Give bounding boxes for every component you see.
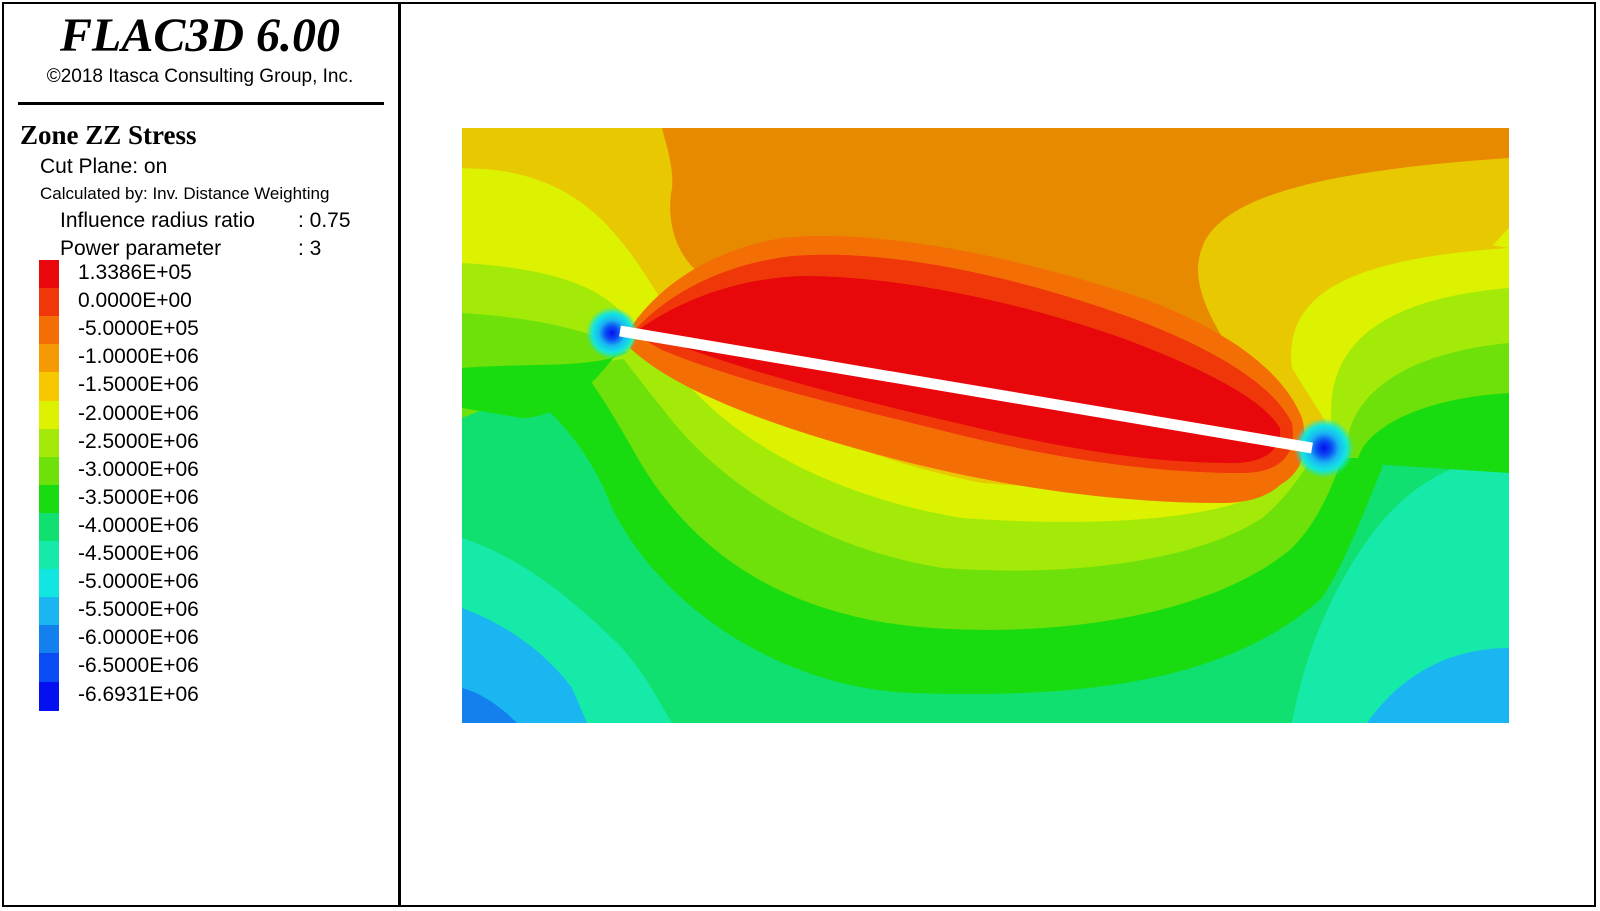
legend-level-label: -1.5000E+06 <box>78 373 199 397</box>
legend-swatch <box>39 344 59 374</box>
legend-swatch <box>39 372 59 402</box>
crack-tip-left <box>586 307 638 359</box>
title-rule <box>18 102 384 105</box>
legend-swatch <box>39 597 59 627</box>
legend-level-label: -5.5000E+06 <box>78 598 199 622</box>
legend-level-label: -3.0000E+06 <box>78 457 199 481</box>
power-parameter-value: : 3 <box>298 237 322 260</box>
legend-swatch <box>39 260 59 290</box>
legend-level-label: -6.6931E+06 <box>78 682 199 706</box>
legend-swatch <box>39 316 59 346</box>
legend-level-label: 1.3386E+05 <box>78 261 192 284</box>
crack-tip-right <box>1294 418 1354 478</box>
power-parameter-label: Power parameter <box>60 237 222 260</box>
legend-swatch <box>39 569 59 599</box>
influence-radius-label: Influence radius ratio <box>60 209 255 232</box>
legend-level-label: -6.5000E+06 <box>78 654 199 678</box>
legend-swatch <box>39 484 59 514</box>
plot-title: Zone ZZ Stress <box>20 120 197 150</box>
legend-level-label: -6.0000E+06 <box>78 626 199 650</box>
legend-level-label: 0.0000E+00 <box>78 289 192 313</box>
legend-swatch <box>39 653 59 683</box>
legend-swatch <box>39 541 59 571</box>
legend-level-label: -2.0000E+06 <box>78 401 199 425</box>
stress-contour-plot <box>462 128 1509 723</box>
contour-brightgreen-right <box>1357 393 1509 473</box>
legend-swatch <box>39 456 59 486</box>
legend-level-label: -2.5000E+06 <box>78 429 199 453</box>
contour-lightblue-bottom-right <box>1367 648 1509 723</box>
crack-line <box>619 325 1313 454</box>
color-bar <box>39 260 59 722</box>
legend-level-label: -3.5000E+06 <box>78 485 199 509</box>
legend-level-label: -5.0000E+06 <box>78 570 199 594</box>
app-title: FLAC3D 6.00 <box>59 9 341 62</box>
copyright-text: ©2018 Itasca Consulting Group, Inc. <box>46 66 354 87</box>
influence-radius-value: : 0.75 <box>298 209 351 232</box>
contour-lightblue-bottom-left <box>462 608 587 723</box>
legend-swatch <box>39 512 59 542</box>
legend-swatch <box>39 625 59 655</box>
legend-level-label: -4.5000E+06 <box>78 542 199 565</box>
calculation-method: Calculated by: Inv. Distance Weighting <box>40 184 330 203</box>
legend-level-label: -4.0000E+06 <box>78 513 199 537</box>
contour-yellow-left-arm <box>462 158 662 218</box>
contour-brightgreen-left <box>462 338 627 418</box>
contour-blue-bottom-left <box>462 688 517 723</box>
legend-swatch <box>39 681 59 711</box>
cut-plane-status: Cut Plane: on <box>40 155 168 178</box>
panel-divider <box>398 2 401 907</box>
legend-swatch <box>39 288 59 318</box>
legend-panel: FLAC3D 6.00 ©2018 Itasca Consulting Grou… <box>4 4 396 904</box>
legend-level-label: -1.0000E+06 <box>78 345 199 369</box>
legend-level-label: -5.0000E+05 <box>78 317 199 341</box>
contour-orange-under <box>630 340 1300 503</box>
legend-swatch <box>39 428 59 458</box>
legend-swatch <box>39 400 59 430</box>
